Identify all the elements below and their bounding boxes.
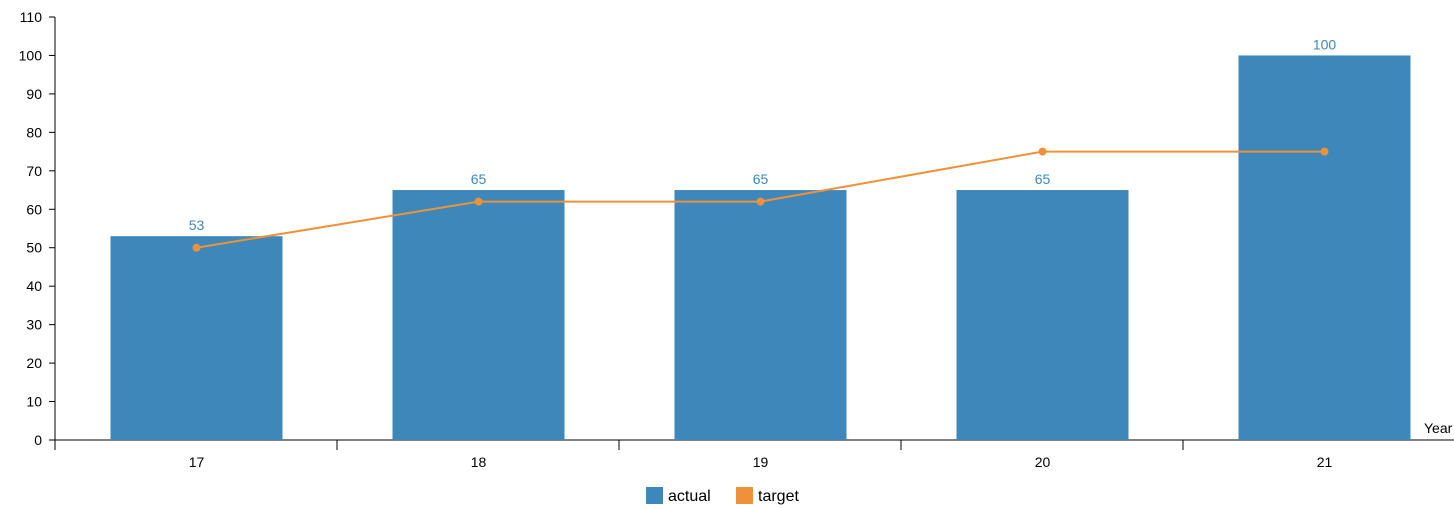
x-tick-label: 20: [1035, 454, 1051, 470]
target-point-18: [474, 197, 483, 206]
bar-labels: 53 65 65 65 100: [189, 36, 1337, 233]
bar-label-20: 65: [1035, 171, 1051, 187]
legend-item-actual: actual: [646, 487, 711, 505]
y-tick-label: 40: [26, 278, 42, 294]
bar-label-18: 65: [471, 171, 487, 187]
bars-actual: [110, 55, 1411, 441]
legend-label-target: target: [758, 488, 799, 505]
bar-17: [110, 236, 283, 440]
y-tick-label: 30: [26, 317, 42, 333]
y-axis: 0 10 20 30 40 50 60 70 80 90 100 110: [19, 9, 56, 448]
bar-18: [392, 190, 565, 440]
x-tick-label: 18: [471, 454, 487, 470]
y-tick-label: 60: [26, 201, 42, 217]
y-tick-label: 100: [19, 47, 43, 63]
legend-swatch-target: [736, 487, 753, 504]
y-tick-label: 70: [26, 163, 42, 179]
target-point-21: [1320, 147, 1329, 156]
y-tick-label: 110: [20, 9, 43, 25]
target-point-20: [1038, 147, 1047, 156]
target-point-19: [756, 197, 765, 206]
x-axis: 17 18 19 20 21: [54, 439, 1454, 470]
bar-label-21: 100: [1313, 36, 1337, 52]
y-tick-label: 80: [26, 124, 42, 140]
bar-label-17: 53: [189, 217, 205, 233]
x-tick-label: 17: [189, 454, 205, 470]
legend: actual target: [646, 487, 799, 505]
x-tick-label: 19: [753, 454, 769, 470]
legend-swatch-actual: [646, 487, 663, 504]
target-point-17: [192, 243, 201, 252]
y-tick-label: 0: [34, 432, 42, 448]
y-tick-label: 10: [26, 394, 42, 410]
bar-19: [674, 190, 847, 440]
x-axis-title: Year: [1424, 420, 1453, 436]
bar-20: [956, 190, 1129, 440]
legend-label-actual: actual: [668, 488, 711, 505]
y-tick-label: 50: [26, 240, 42, 256]
legend-item-target: target: [736, 487, 799, 505]
y-tick-label: 90: [26, 86, 42, 102]
x-tick-label: 21: [1317, 454, 1333, 470]
y-tick-label: 20: [26, 355, 42, 371]
bar-21: [1238, 55, 1411, 441]
bar-label-19: 65: [753, 171, 769, 187]
series-target: [192, 147, 1329, 252]
